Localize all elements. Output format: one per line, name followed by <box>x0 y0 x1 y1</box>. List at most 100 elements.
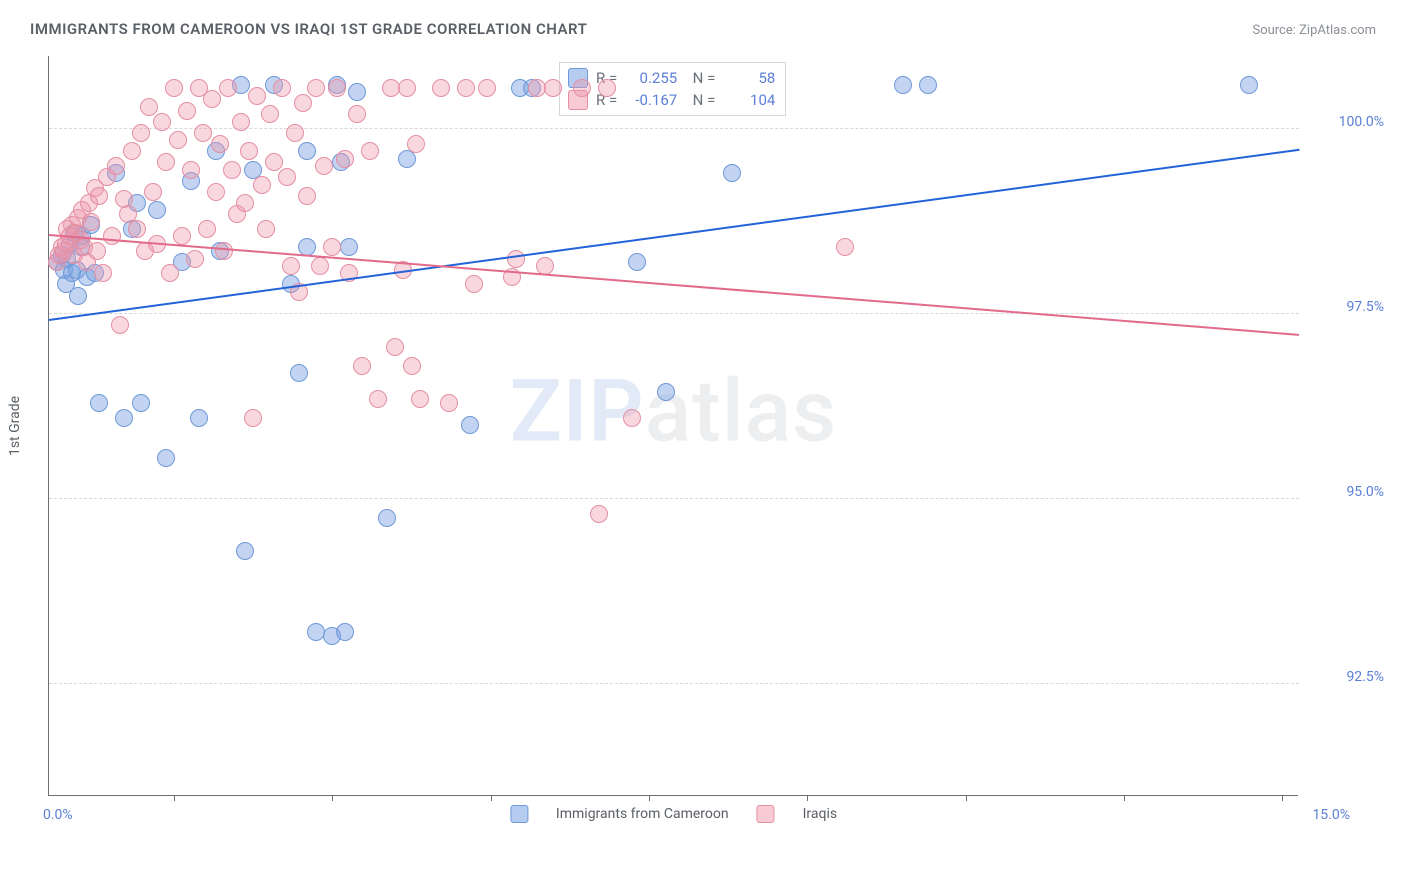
scatter-point <box>836 238 854 256</box>
scatter-point <box>253 176 271 194</box>
scatter-point <box>69 287 87 305</box>
scatter-point <box>598 79 616 97</box>
scatter-point <box>457 79 475 97</box>
scatter-point <box>398 79 416 97</box>
stat-n-label: N = <box>685 67 715 89</box>
bottom-legend: Immigrants from Cameroon Iraqis <box>510 805 837 823</box>
scatter-point <box>178 102 196 120</box>
scatter-point <box>219 79 237 97</box>
gridline-h <box>49 498 1299 499</box>
scatter-point <box>353 357 371 375</box>
scatter-point <box>190 409 208 427</box>
scatter-point <box>282 257 300 275</box>
trend-line <box>49 234 1299 336</box>
legend-swatch-blue-icon <box>510 805 528 823</box>
scatter-point <box>528 79 546 97</box>
scatter-point <box>478 79 496 97</box>
stats-legend: R = 0.255 N = 58 R = -0.167 N = 104 <box>559 62 786 116</box>
source-name: ZipAtlas.com <box>1299 23 1376 38</box>
scatter-point <box>194 124 212 142</box>
scatter-point <box>115 409 133 427</box>
scatter-point <box>94 264 112 282</box>
scatter-point <box>123 142 141 160</box>
scatter-point <box>461 416 479 434</box>
scatter-point <box>378 509 396 527</box>
scatter-point <box>544 79 562 97</box>
x-tick <box>807 795 808 801</box>
scatter-point <box>82 213 100 231</box>
scatter-point <box>198 220 216 238</box>
scatter-point <box>440 394 458 412</box>
stat-n-blue: 58 <box>723 67 775 89</box>
scatter-point <box>407 135 425 153</box>
legend-label-blue: Immigrants from Cameroon <box>556 806 729 822</box>
chart-title: IMMIGRANTS FROM CAMEROON VS IRAQI 1ST GR… <box>30 20 587 38</box>
scatter-point <box>336 150 354 168</box>
scatter-point <box>348 105 366 123</box>
scatter-point <box>1240 76 1258 94</box>
scatter-point <box>90 187 108 205</box>
scatter-point <box>215 242 233 260</box>
scatter-point <box>128 220 146 238</box>
y-tick-label: 95.0% <box>1304 484 1384 500</box>
scatter-point <box>132 124 150 142</box>
scatter-point <box>361 142 379 160</box>
scatter-point <box>919 76 937 94</box>
scatter-point <box>203 90 221 108</box>
scatter-point <box>294 94 312 112</box>
plot-area: 1st Grade ZIPatlas R = 0.255 N = 58 R = … <box>48 56 1298 796</box>
scatter-point <box>336 623 354 641</box>
watermark: ZIPatlas <box>510 360 838 461</box>
scatter-point <box>657 383 675 401</box>
scatter-point <box>411 390 429 408</box>
x-axis-max-label: 15.0% <box>1312 807 1350 823</box>
source-label: Source: ZipAtlas.com <box>1252 23 1376 38</box>
scatter-point <box>307 623 325 641</box>
scatter-point <box>182 161 200 179</box>
scatter-point <box>307 79 325 97</box>
scatter-point <box>628 253 646 271</box>
x-tick <box>491 795 492 801</box>
legend-swatch-pink-icon <box>757 805 775 823</box>
scatter-point <box>107 157 125 175</box>
scatter-point <box>236 194 254 212</box>
scatter-point <box>723 164 741 182</box>
scatter-point <box>132 394 150 412</box>
stat-r-pink: -0.167 <box>625 89 677 111</box>
watermark-atlas: atlas <box>645 360 838 461</box>
scatter-point <box>298 142 316 160</box>
scatter-point <box>157 153 175 171</box>
scatter-point <box>186 250 204 268</box>
x-tick <box>966 795 967 801</box>
scatter-point <box>173 227 191 245</box>
y-tick-label: 92.5% <box>1304 669 1384 685</box>
y-tick-label: 97.5% <box>1304 299 1384 315</box>
scatter-point <box>248 87 266 105</box>
x-axis-min-label: 0.0% <box>43 807 73 823</box>
scatter-point <box>257 220 275 238</box>
source-prefix: Source: <box>1252 23 1299 38</box>
stat-n-pink: 104 <box>723 89 775 111</box>
scatter-point <box>157 449 175 467</box>
scatter-point <box>88 242 106 260</box>
scatter-point <box>311 257 329 275</box>
watermark-zip: ZIP <box>510 360 645 461</box>
scatter-point <box>144 183 162 201</box>
scatter-point <box>573 79 591 97</box>
scatter-point <box>286 124 304 142</box>
gridline-h <box>49 313 1299 314</box>
scatter-point <box>403 357 421 375</box>
scatter-point <box>207 183 225 201</box>
y-tick-label: 100.0% <box>1304 114 1384 130</box>
x-tick <box>174 795 175 801</box>
scatter-point <box>223 161 241 179</box>
scatter-point <box>169 131 187 149</box>
scatter-point <box>278 168 296 186</box>
scatter-point <box>590 505 608 523</box>
y-axis-title: 1st Grade <box>7 395 23 455</box>
scatter-point <box>236 542 254 560</box>
y-tick-labels: 92.5% 95.0% 97.5% 100.0% <box>1300 56 1384 796</box>
legend-label-pink: Iraqis <box>803 806 837 822</box>
scatter-point <box>328 79 346 97</box>
scatter-point <box>161 264 179 282</box>
